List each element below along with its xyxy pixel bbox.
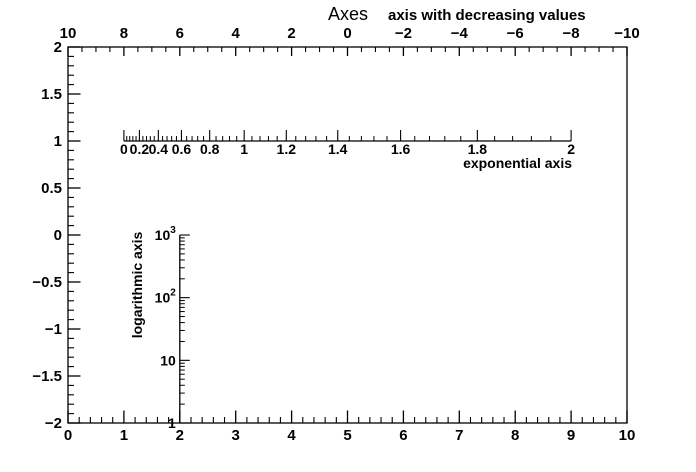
bottom-axis-label: 6 [399, 427, 407, 444]
bottom-axis-label: 9 [567, 427, 575, 444]
exponential-axis-label: 1.2 [277, 141, 297, 157]
left-axis-label: −1.5 [32, 368, 62, 385]
top-axis-label: 8 [120, 25, 128, 42]
exponential-axis-title: exponential axis [463, 155, 572, 171]
top-axis-title: axis with decreasing values [388, 7, 586, 24]
top-axis-label: 4 [232, 25, 241, 42]
logarithmic-axis-label: 10 [160, 352, 176, 368]
top-axis-label: −6 [507, 25, 524, 42]
top-axis-label: 6 [176, 25, 184, 42]
exponential-axis-label: 0.6 [172, 141, 192, 157]
exponential-axis-label: 0 [120, 141, 128, 157]
bottom-axis-label: 3 [232, 427, 240, 444]
frame-box [67, 46, 628, 424]
bottom-axis-label: 2 [176, 427, 184, 444]
logarithmic-axis-label: 1 [168, 415, 176, 431]
exponential-axis-label: 1 [240, 141, 248, 157]
top-axis-label: −10 [614, 25, 639, 42]
left-axis-label: −2 [45, 415, 62, 432]
bottom-axis-label: 1 [120, 427, 128, 444]
top-axis-label: 2 [287, 25, 295, 42]
top-axis-label: −4 [451, 25, 469, 42]
exponential-axis-label: 0.4 [149, 141, 169, 157]
exponential-axis-label: 1.4 [328, 141, 348, 157]
top-axis-label: −2 [395, 25, 412, 42]
left-axis-label: 0.5 [41, 180, 62, 197]
exponential-axis-label: 1.8 [468, 141, 488, 157]
left-axis-label: 1 [54, 133, 62, 150]
exponential-axis-label: 0.8 [200, 141, 220, 157]
left-axis-label: 0 [54, 227, 62, 244]
bottom-axis-label: 8 [511, 427, 519, 444]
bottom-axis-label: 7 [455, 427, 463, 444]
logarithmic-axis-label: 102 [155, 288, 177, 306]
exponential-axis-label: 0.2 [130, 141, 150, 157]
bottom-axis-label: 0 [64, 427, 72, 444]
pad-title: Axes [328, 4, 368, 24]
left-axis-label: 1.5 [41, 86, 62, 103]
left-axis-label: −0.5 [32, 274, 62, 291]
top-axis-label: 10 [60, 25, 77, 42]
exponential-axis-label: 1.6 [391, 141, 411, 157]
exponential-axis-label: 2 [567, 141, 575, 157]
top-axis-label: −8 [563, 25, 580, 42]
bottom-axis-label: 4 [287, 427, 296, 444]
left-axis-label: −1 [45, 321, 62, 338]
logarithmic-axis-title: logarithmic axis [129, 231, 145, 338]
logarithmic-axis-label: 103 [155, 225, 177, 243]
left-axis-label: 2 [54, 39, 62, 56]
bottom-axis-label: 10 [619, 427, 636, 444]
bottom-axis-label: 5 [343, 427, 351, 444]
top-axis-label: 0 [343, 25, 351, 42]
